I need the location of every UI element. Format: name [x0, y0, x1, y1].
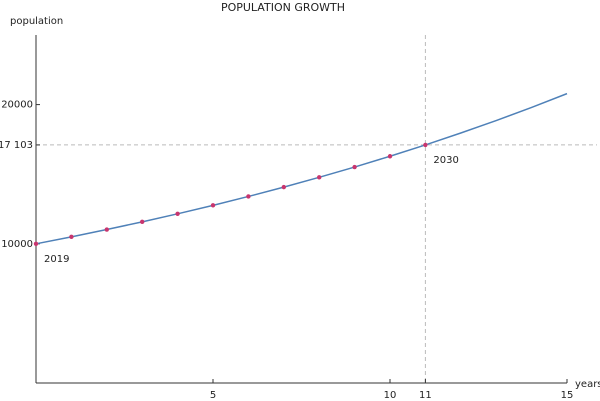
x-tick-label: 5: [210, 390, 216, 401]
data-point: [140, 219, 145, 225]
data-point: [246, 194, 251, 199]
data-point: [281, 184, 286, 190]
x-tick-label: 10: [384, 390, 397, 401]
annotation: 2019: [44, 254, 69, 265]
data-point: [69, 234, 74, 240]
data-point: [423, 142, 428, 148]
y-tick-label: 17 103: [0, 140, 33, 151]
data-point: [210, 203, 216, 208]
line-series: [35, 92, 568, 245]
x-tick-label: 15: [561, 390, 574, 401]
y-axis-label: population: [10, 16, 63, 27]
x-tick-label: 11: [419, 390, 432, 401]
data-point: [33, 241, 39, 246]
x-axis-label: years: [575, 379, 600, 390]
data-point: [317, 175, 322, 180]
y-tick-label: 20000: [1, 100, 33, 111]
data-point: [352, 164, 357, 170]
chart-title: POPULATION GROWTH: [221, 1, 345, 14]
data-point: [175, 211, 180, 217]
data-point: [104, 227, 110, 232]
data-point: [387, 154, 393, 159]
y-tick-label: 10000: [1, 239, 33, 250]
annotation: 2030: [433, 155, 458, 166]
